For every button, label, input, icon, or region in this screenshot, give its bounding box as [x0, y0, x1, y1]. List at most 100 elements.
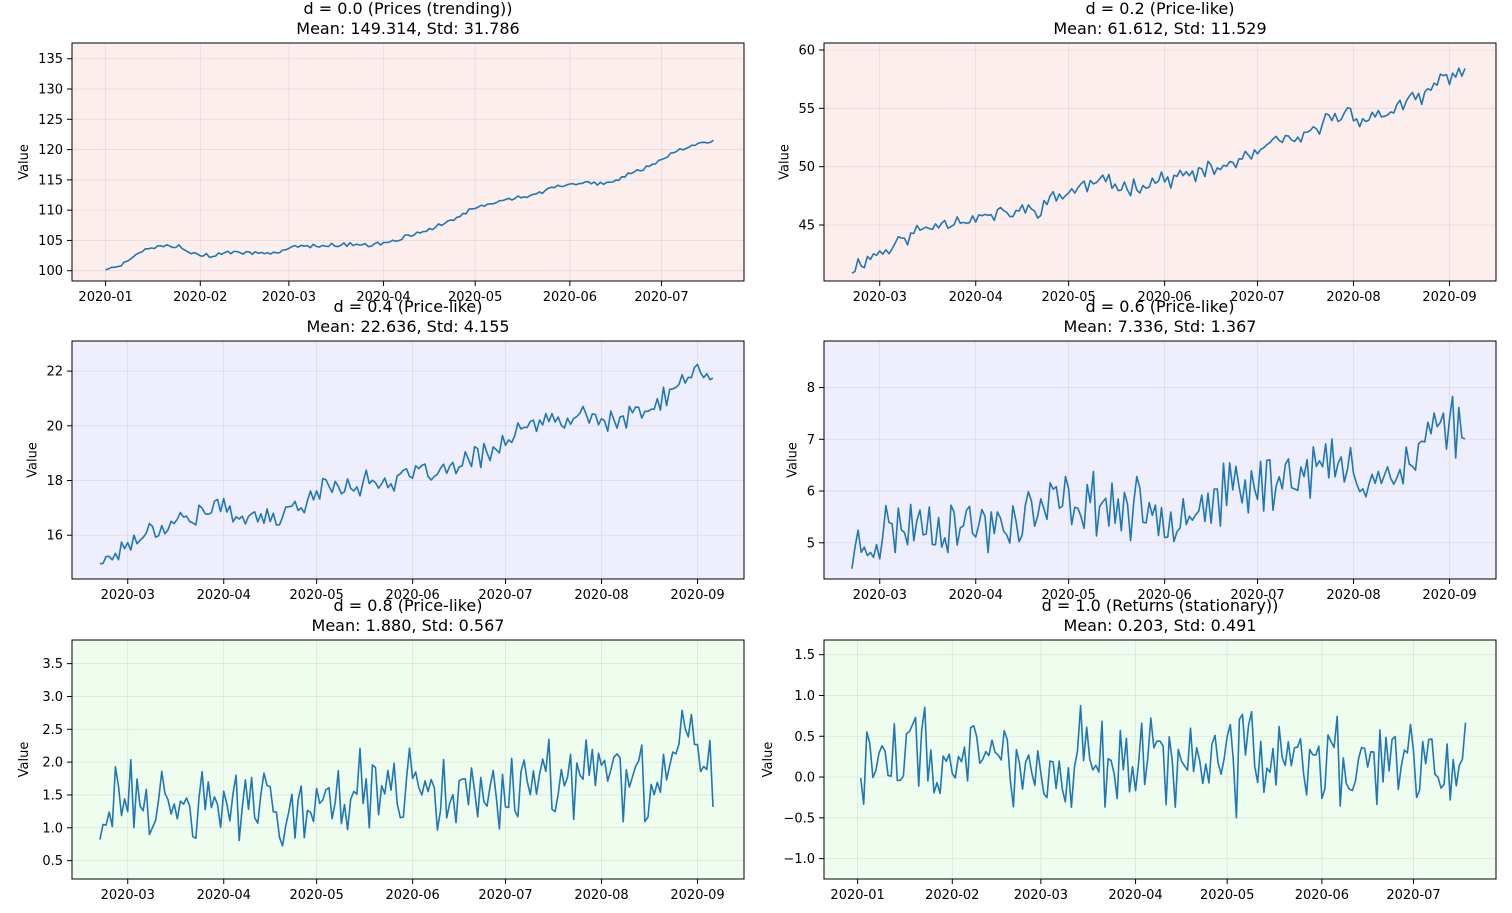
x-tick-label: 2020-01 [78, 290, 132, 305]
x-tick-label: 2020-03 [1014, 888, 1068, 903]
x-tick-label: 2020-07 [478, 588, 532, 603]
x-tick-label: 2020-08 [1326, 588, 1380, 603]
x-tick-label: 2020-05 [1041, 588, 1095, 603]
y-axis-label: Value [761, 742, 776, 778]
subplot-3: 2020-03 2020-04 2020-05 2020-06 2020-07 2020-… [25, 297, 745, 603]
plot-background [824, 640, 1496, 879]
x-tick-label: 2020-07 [1230, 290, 1284, 305]
x-tick-label: 2020-06 [1137, 290, 1191, 305]
subplot-title: d = 0.4 (Price-like) [334, 297, 483, 316]
x-tick-label: 2020-04 [197, 888, 251, 903]
x-tick-label: 2020-06 [385, 588, 439, 603]
x-tick-label: 2020-09 [670, 588, 724, 603]
y-tick-label: 45 [798, 219, 815, 234]
subplot-subtitle: Mean: 61.612, Std: 11.529 [1053, 19, 1266, 38]
axes-frame [71, 42, 745, 282]
subplot-title: d = 0.0 (Prices (trending)) [303, 0, 512, 18]
x-tick-label: 2020-07 [1230, 588, 1284, 603]
subplot-title: d = 0.6 (Price-like) [1086, 297, 1235, 316]
subplot-2: 2020-03 2020-04 2020-05 2020-06 2020-07 2020-… [777, 0, 1497, 305]
x-tick-label: 2020-03 [853, 588, 907, 603]
x-tick-label: 2020-07 [634, 290, 688, 305]
x-tick-label: 2020-03 [262, 290, 316, 305]
y-tick-label: 55 [798, 102, 815, 117]
x-tick-label: 2020-04 [949, 290, 1003, 305]
x-tick-label: 2020-06 [543, 290, 597, 305]
series-line [105, 139, 714, 271]
y-tick-label: 18 [46, 474, 63, 489]
subplot-title: d = 0.8 (Price-like) [334, 596, 483, 615]
y-tick-label: 100 [38, 264, 63, 279]
y-tick-label: 0.5 [42, 854, 63, 869]
x-tick-label: 2020-05 [289, 588, 343, 603]
subplot-1: 2020-01 2020-02 2020-03 2020-04 2020-05 2020-… [17, 0, 745, 305]
y-tick-label: 16 [46, 529, 63, 544]
y-tick-label: 2.5 [42, 723, 63, 738]
series-line [99, 363, 714, 565]
subplot-subtitle: Mean: 0.203, Std: 0.491 [1064, 616, 1257, 635]
subplot-subtitle: Mean: 22.636, Std: 4.155 [306, 317, 509, 336]
x-tick-label: 2020-09 [1422, 290, 1476, 305]
y-axis-label: Value [17, 742, 32, 778]
y-tick-label: 0.5 [794, 730, 815, 745]
subplot-title: d = 0.2 (Price-like) [1086, 0, 1235, 18]
y-tick-label: 60 [798, 44, 815, 59]
x-tick-label: 2020-08 [574, 588, 628, 603]
x-tick-label: 2020-04 [197, 588, 251, 603]
axes-frame [823, 42, 1497, 282]
y-axis-label: Value [25, 442, 40, 478]
y-tick-label: 50 [798, 160, 815, 175]
y-tick-label: 0.0 [794, 771, 815, 786]
subplot-subtitle: Mean: 149.314, Std: 31.786 [296, 19, 519, 38]
plot-background [824, 341, 1496, 579]
x-tick-label: 2020-04 [1108, 888, 1162, 903]
series-line [851, 67, 1466, 274]
y-tick-label: 105 [38, 234, 63, 249]
y-tick-label: 115 [38, 173, 63, 188]
y-tick-label: 125 [38, 113, 63, 128]
x-tick-label: 2020-05 [448, 290, 502, 305]
y-tick-label: 130 [38, 83, 63, 98]
y-tick-label: −0.5 [783, 811, 815, 826]
y-tick-label: 3.5 [42, 657, 63, 672]
x-tick-label: 2020-08 [574, 888, 628, 903]
x-tick-label: 2020-05 [1041, 290, 1095, 305]
x-tick-label: 2020-02 [173, 290, 227, 305]
x-tick-label: 2020-02 [925, 888, 979, 903]
x-tick-label: 2020-09 [1422, 588, 1476, 603]
subplot-subtitle: Mean: 7.336, Std: 1.367 [1064, 317, 1257, 336]
x-tick-label: 2020-08 [1326, 290, 1380, 305]
axes-frame [823, 639, 1497, 880]
axes-frame [71, 639, 745, 880]
x-tick-label: 2020-03 [853, 290, 907, 305]
y-axis-label: Value [786, 442, 801, 478]
axes-frame [71, 340, 745, 580]
y-tick-label: −1.0 [783, 852, 815, 867]
y-tick-label: 135 [38, 52, 63, 67]
y-tick-label: 22 [46, 365, 63, 380]
subplot-4: 2020-03 2020-04 2020-05 2020-06 2020-07 2020-… [786, 297, 1497, 603]
y-tick-label: 120 [38, 143, 63, 158]
y-axis-label: Value [17, 144, 32, 180]
x-tick-label: 2020-04 [356, 290, 410, 305]
x-tick-label: 2020-05 [289, 888, 343, 903]
plot-background [72, 341, 744, 579]
x-tick-label: 2020-06 [1295, 888, 1349, 903]
series-line [859, 704, 1467, 819]
series-line [99, 709, 714, 847]
y-tick-label: 5 [807, 536, 815, 551]
y-tick-label: 8 [807, 381, 815, 396]
y-tick-label: 1.0 [42, 821, 63, 836]
x-tick-label: 2020-06 [385, 888, 439, 903]
y-tick-label: 2.0 [42, 756, 63, 771]
series-line [851, 395, 1466, 569]
subplot-5: 2020-03 2020-04 2020-05 2020-06 2020-07 2020-… [17, 596, 745, 903]
x-tick-label: 2020-07 [1386, 888, 1440, 903]
y-tick-label: 1.0 [794, 689, 815, 704]
subplot-title: d = 1.0 (Returns (stationary)) [1042, 596, 1279, 615]
y-tick-label: 110 [38, 204, 63, 219]
y-tick-label: 1.5 [42, 788, 63, 803]
y-tick-label: 20 [46, 419, 63, 434]
x-tick-label: 2020-09 [670, 888, 724, 903]
